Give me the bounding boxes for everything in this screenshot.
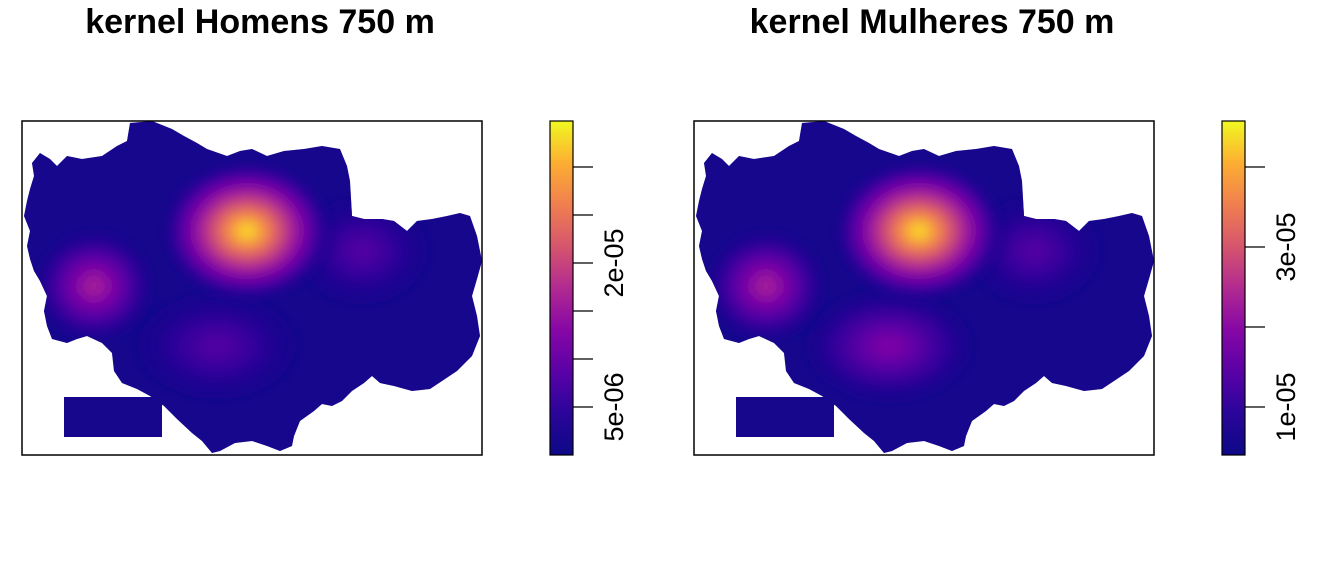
colorbar-tick-label: 2e-05: [599, 228, 629, 297]
hotspot-center-north: [834, 161, 1004, 301]
colorbar-tick-label: 5e-06: [599, 372, 629, 441]
hotspot-west: [704, 228, 828, 344]
heatmap-mulheres: 1e-05 3e-05: [693, 120, 1301, 456]
panel-homens: kernel Homens 750 m 5e-06 2e-05: [21, 3, 629, 456]
chart-title: kernel Homens 750 m: [85, 3, 435, 41]
density-map: [696, 121, 1154, 453]
chart-title: kernel Mulheres 750 m: [749, 3, 1115, 41]
colorbar: [1221, 120, 1246, 456]
colorbar-tick-label: 1e-05: [1271, 372, 1301, 441]
plot-frame: [21, 120, 483, 456]
plot-frame: [693, 120, 1155, 456]
hotspot-center-north: [162, 161, 332, 301]
hotspot-west: [32, 228, 156, 344]
heatmap-homens: 5e-06 2e-05: [21, 120, 629, 456]
colorbar-tick-label: 3e-05: [1271, 212, 1301, 281]
density-map: [24, 121, 482, 453]
panel-mulheres: kernel Mulheres 750 m 1e-05 3e-05: [672, 0, 1344, 576]
hotspot-south-center: [127, 286, 307, 406]
hotspot-south-center: [799, 286, 979, 406]
colorbar: [549, 120, 574, 456]
